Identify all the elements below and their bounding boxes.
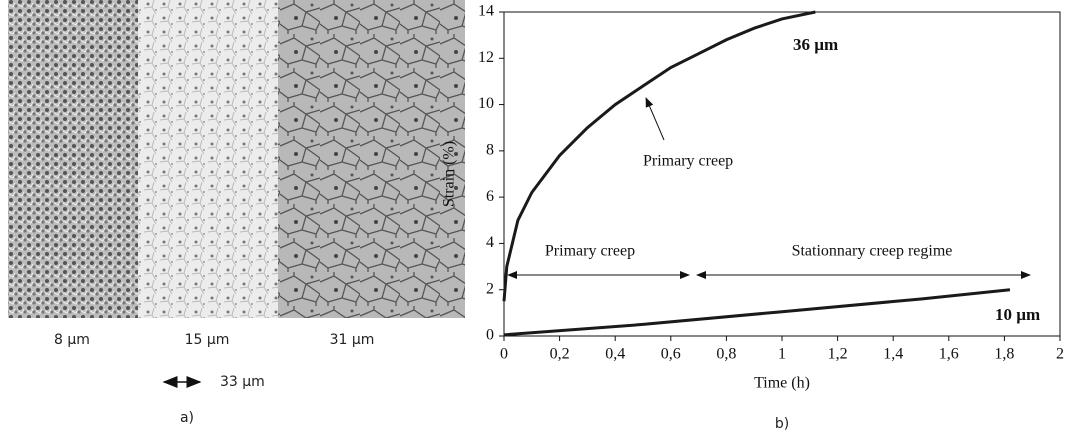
x-tick-label: 1,4 — [883, 346, 903, 363]
x-tick-label: 0,8 — [716, 346, 736, 363]
y-tick-label: 0 — [486, 327, 494, 344]
x-tick-label: 0 — [500, 346, 508, 363]
y-tick-label: 2 — [486, 280, 494, 297]
x-axis-title: Time (h) — [754, 375, 810, 392]
line-series — [502, 10, 816, 302]
region-label: 31 µm — [330, 332, 375, 348]
y-tick-label: 4 — [486, 234, 494, 251]
x-tick-label: 0,4 — [605, 346, 625, 363]
annotation: Stationnary creep regime — [792, 243, 953, 260]
series-label: 36 µm — [793, 35, 838, 54]
x-tick-label: 1,8 — [994, 346, 1014, 363]
micrograph — [8, 0, 465, 318]
y-tick-label: 12 — [478, 49, 494, 66]
x-tick-label: 2 — [1056, 346, 1064, 363]
x-tick-label: 1,6 — [939, 346, 959, 363]
x-tick-label: 0,2 — [550, 346, 570, 363]
y-tick-label: 14 — [478, 3, 494, 20]
fine-grain-region — [8, 0, 138, 318]
region-label: 15 µm — [185, 332, 230, 348]
coarse-grain-region — [278, 0, 465, 318]
y-tick-label: 8 — [486, 142, 494, 159]
annotation: Primary creep — [545, 243, 635, 260]
panel-caption: b) — [775, 416, 789, 432]
plot-frame — [503, 11, 1061, 337]
annotation-arrow — [645, 97, 665, 141]
region-label: 8 µm — [54, 332, 90, 348]
series-label: 10 µm — [995, 305, 1040, 324]
x-tick-label: 1 — [778, 346, 786, 363]
y-tick-label: 6 — [486, 188, 494, 205]
y-axis-title: Strain (%) — [441, 141, 458, 207]
panel-caption: a) — [180, 410, 194, 426]
x-tick-label: 0,6 — [661, 346, 681, 363]
scale-bar-label: 33 µm — [220, 374, 265, 390]
line-series — [503, 288, 1011, 337]
annotation: Primary creep — [643, 153, 733, 170]
y-tick-label: 10 — [478, 95, 494, 112]
x-tick-label: 1,2 — [828, 346, 848, 363]
medium-grain-region — [138, 0, 278, 318]
